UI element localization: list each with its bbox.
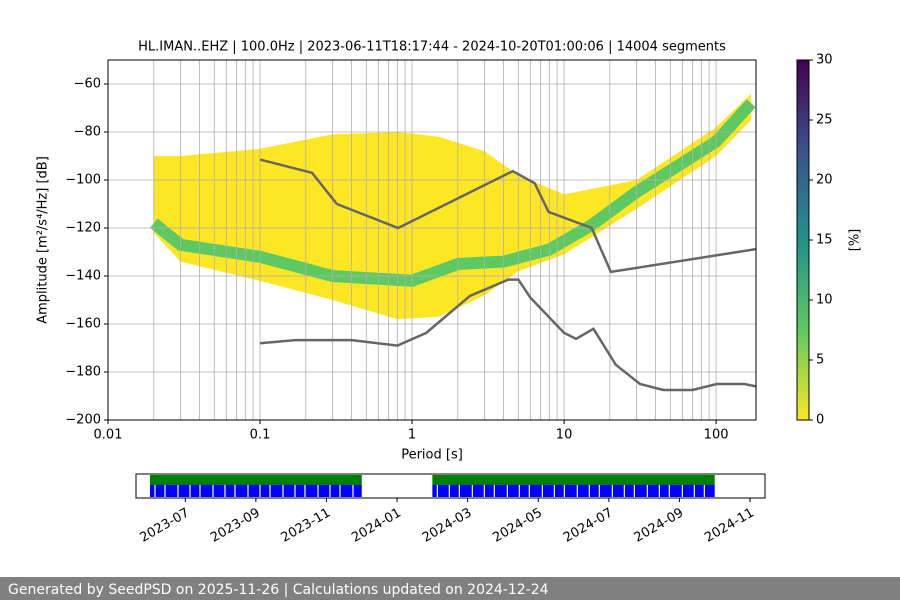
y-tick-label: −180 (65, 365, 101, 380)
y-tick-label: −100 (65, 173, 101, 188)
timeline-tick-label: 2024-05 (490, 506, 545, 546)
colorbar-tick-label: 20 (816, 173, 833, 188)
y-tick-label: −140 (65, 269, 101, 284)
noise-models (259, 158, 756, 392)
timeline-tick-label: 2023-07 (137, 506, 192, 546)
y-tick-label: −200 (65, 413, 101, 428)
x-tick-label: 0.01 (94, 428, 123, 443)
y-tick-label: −80 (74, 125, 101, 140)
colorbar-label: [%] (848, 229, 863, 252)
timeline-tick-label: 2023-09 (208, 506, 263, 546)
y-tick-label: −60 (74, 77, 101, 92)
footer-bar (0, 577, 900, 600)
nlnm-line (259, 278, 756, 392)
colorbar-tick-label: 10 (816, 293, 833, 308)
y-tick-label: −160 (65, 317, 101, 332)
colorbar-tick-label: 5 (816, 353, 824, 368)
timeline-tick-label: 2023-11 (279, 506, 334, 546)
coverage-bar (432, 475, 715, 485)
timeline-tick-label: 2024-07 (561, 506, 616, 546)
timeline-frame (135, 473, 766, 499)
psd-envelope (153, 93, 752, 320)
footer: Generated by SeedPSD on 2025-11-26 | Cal… (8, 582, 549, 598)
nhnm-line (259, 158, 756, 274)
timeline-tick-label: 2024-09 (632, 506, 687, 546)
timeline-tick-label: 2024-11 (702, 506, 757, 546)
coverage-bar (432, 485, 715, 497)
x-tick-label: 100 (704, 428, 729, 443)
colorbar-tick-label: 30 (816, 53, 833, 68)
x-tick-label: 1 (408, 428, 416, 443)
colorbar-tick-label: 0 (816, 413, 824, 428)
colorbar (796, 59, 810, 421)
y-axis-label: Amplitude [m²/s⁴/Hz] [dB] (36, 156, 51, 324)
y-tick-label: −120 (65, 221, 101, 236)
colorbar-tick-label: 25 (816, 113, 833, 128)
plot-frame (107, 59, 757, 421)
plot-area (149, 93, 756, 320)
coverage-bar (150, 485, 362, 497)
colorbar-tick-label: 15 (816, 233, 833, 248)
x-axis-label: Period [s] (401, 448, 463, 463)
chart-title: HL.IMAN..EHZ | 100.0Hz | 2023-06-11T18:1… (138, 40, 726, 55)
timeline-tick-label: 2024-01 (349, 506, 404, 546)
timeline-tick-label: 2024-03 (420, 506, 475, 546)
x-tick-label: 10 (556, 428, 573, 443)
coverage-bar (150, 475, 362, 485)
psd-mode (149, 99, 756, 287)
x-tick-label: 0.1 (250, 428, 271, 443)
